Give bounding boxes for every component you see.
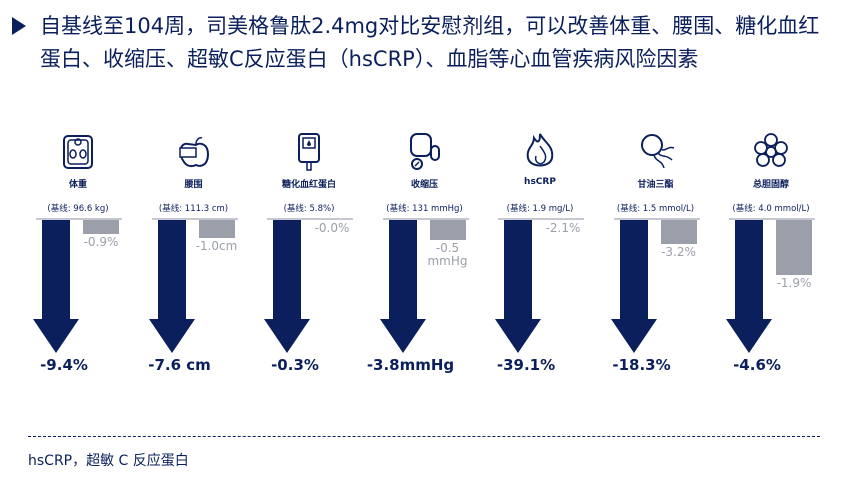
category-label: 总胆固醇 <box>752 180 789 190</box>
page-title: 自基线至104周，司美格鲁肽2.4mg对比安慰剂组，可以改善体重、腰围、糖化血红… <box>40 14 820 71</box>
arrow-head <box>264 319 310 353</box>
semaglutide-value: -18.3% <box>612 356 671 374</box>
placebo-value: -0.0% <box>314 221 350 235</box>
title-marker-icon <box>12 17 26 35</box>
placebo-bar <box>198 220 235 238</box>
divider <box>28 436 820 437</box>
cholesterol-cells-icon <box>754 133 788 167</box>
semaglutide-bar <box>273 220 301 320</box>
baseline-label: (基线: 1.5 mmol/L) <box>616 204 695 214</box>
baseline-label: (基线: 1.9 mg/L) <box>506 204 574 214</box>
category-label: hsCRP <box>524 177 556 187</box>
semaglutide-bar <box>619 220 648 320</box>
semaglutide-bar <box>42 220 70 320</box>
placebo-value: -3.2% <box>661 245 696 259</box>
semaglutide-bar <box>388 220 417 320</box>
placebo-value: -2.1% <box>545 221 581 235</box>
glucose-meter-icon <box>298 133 320 171</box>
semaglutide-value: -39.1% <box>496 356 556 374</box>
arrow-head <box>379 319 426 353</box>
placebo-bar <box>776 220 812 275</box>
placebo-value: -1.9% <box>776 276 812 290</box>
arrow-head <box>495 319 541 353</box>
placebo-value: -0.5 mmHg <box>427 241 468 268</box>
zero-line <box>382 218 469 220</box>
semaglutide-bar <box>157 220 186 320</box>
arrow-head <box>726 319 772 353</box>
category-label: 糖化血红蛋白 <box>281 180 336 190</box>
semaglutide-value: -3.8mmHg <box>366 356 455 374</box>
footnote: hsCRP，超敏 C 反应蛋白 <box>28 453 189 469</box>
semaglutide-value: -0.3% <box>271 356 319 374</box>
lipid-droplet-icon <box>640 134 674 169</box>
category-group: 糖化血红蛋白 (基线: 5.8%) -0.0% -0.3% <box>251 132 367 382</box>
placebo-value: -0.9% <box>83 235 119 249</box>
baseline-label: (基线: 5.8%) <box>283 204 335 214</box>
category-group: 腰围 (基线: 111.3 cm) -1.0cm -7.6 cm <box>136 132 252 382</box>
category-group: 收缩压 (基线: 131 mmHg) -0.5 mmHg -3.8mmHg <box>367 132 483 382</box>
baseline-label: (基线: 96.6 kg) <box>47 204 109 214</box>
placebo-bar <box>83 220 119 234</box>
scale-icon <box>63 135 93 169</box>
category-group: 体重 (基线: 96.6 kg) -0.9% -9.4% <box>20 132 136 382</box>
category-group: hsCRP (基线: 1.9 mg/L) -2.1% -39.1% <box>482 132 598 382</box>
zero-line <box>151 218 238 220</box>
category-label: 收缩压 <box>410 180 438 190</box>
semaglutide-value: -4.6% <box>733 356 781 374</box>
zero-line <box>729 218 815 220</box>
semaglutide-value: -9.4% <box>40 356 88 374</box>
category-group: 甘油三酯 (基线: 1.5 mmol/L) -3.2% -18.3% <box>598 132 714 382</box>
apple-tape-icon <box>178 137 209 168</box>
category-label: 腰围 <box>184 180 203 190</box>
semaglutide-bar <box>735 220 763 320</box>
placebo-value: -1.0cm <box>195 239 238 253</box>
placebo-bar <box>660 220 697 244</box>
baseline-label: (基线: 4.0 mmol/L) <box>732 204 810 214</box>
zero-line <box>498 218 584 220</box>
arrow-head <box>148 319 195 353</box>
semaglutide-value: -7.6 cm <box>148 356 211 374</box>
zero-line <box>267 218 353 220</box>
semaglutide-bar <box>504 220 532 320</box>
blood-pressure-icon <box>409 133 440 170</box>
flame-icon <box>526 133 554 167</box>
baseline-label: (基线: 131 mmHg) <box>386 204 463 214</box>
arrow-head <box>33 319 79 353</box>
category-label: 甘油三酯 <box>637 180 674 190</box>
arrow-head <box>610 319 657 353</box>
category-group: 总胆固醇 (基线: 4.0 mmol/L) -1.9% -4.6% <box>713 132 829 382</box>
baseline-label: (基线: 111.3 cm) <box>158 204 229 214</box>
category-label: 体重 <box>68 180 87 190</box>
zero-line <box>36 218 122 220</box>
placebo-bar <box>429 220 466 240</box>
zero-line <box>613 218 700 220</box>
